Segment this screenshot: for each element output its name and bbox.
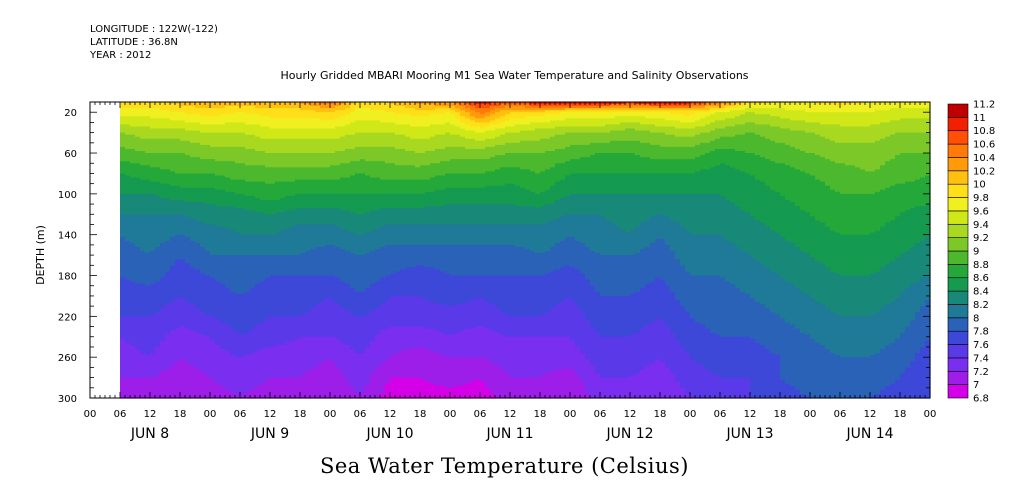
heatmap-cells — [120, 102, 931, 399]
